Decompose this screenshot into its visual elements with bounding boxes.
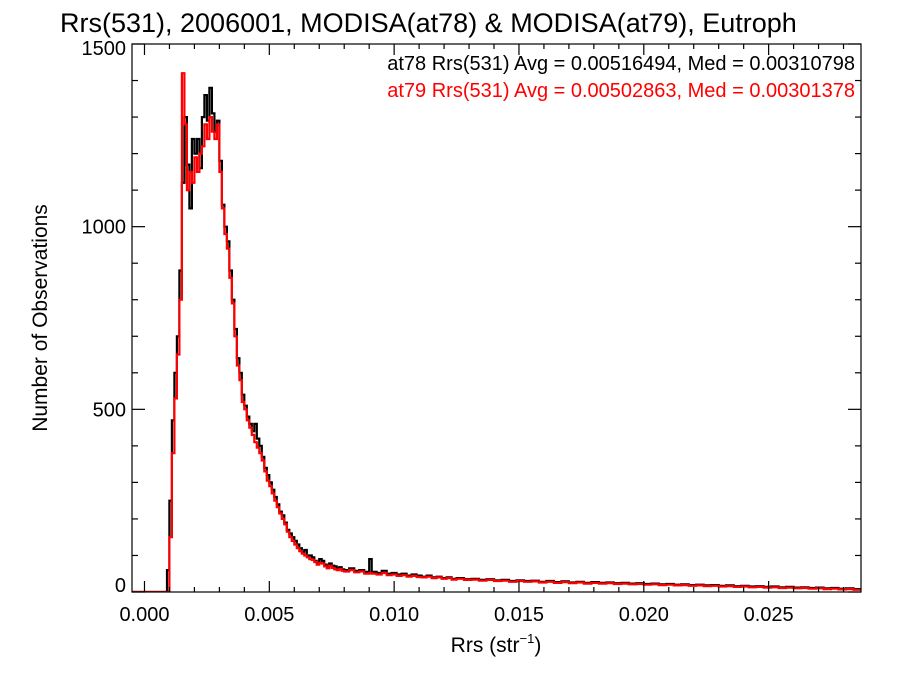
x-tick-label: 0.020 (619, 604, 669, 626)
y-axis-label: Number of Observations (29, 204, 52, 432)
y-tick-label: 500 (93, 399, 126, 421)
x-axis-label: Rrs (str−1) (451, 631, 542, 657)
plot-frame (131, 43, 862, 593)
x-tick-label: 0.025 (744, 604, 794, 626)
x-tick-label: 0.005 (244, 604, 294, 626)
x-tick-label: 0.015 (494, 604, 544, 626)
y-tick-label: 0 (115, 575, 126, 597)
legend-entry-at79: at79 Rrs(531) Avg = 0.00502863, Med = 0.… (387, 80, 855, 102)
y-tick-label: 1500 (82, 38, 127, 60)
y-tick-label: 1000 (82, 217, 127, 239)
x-tick-label: 0.000 (119, 604, 169, 626)
chart-title: Rrs(531), 2006001, MODISA(at78) & MODISA… (60, 8, 797, 38)
x-axis-label-end: ) (534, 634, 541, 657)
histogram-series-at78 (132, 86, 861, 592)
legend-entry-at78: at78 Rrs(531) Avg = 0.00516494, Med = 0.… (387, 53, 855, 75)
x-tick-label: 0.010 (369, 604, 419, 626)
x-axis-label-superscript: −1 (520, 631, 535, 646)
histogram-series-at79 (132, 72, 861, 592)
x-axis-label-text: Rrs (str (451, 634, 520, 657)
